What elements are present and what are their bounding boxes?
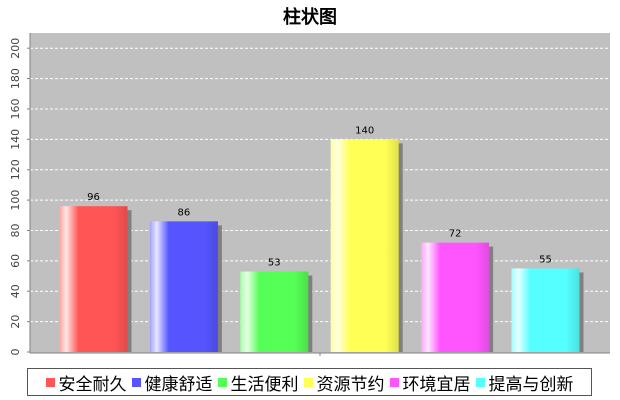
legend-swatch — [389, 377, 399, 387]
legend-item: 生活便利 — [217, 370, 299, 395]
y-tick-label: 40 — [9, 284, 22, 298]
legend-swatch — [475, 377, 485, 387]
legend-item: 安全耐久 — [45, 370, 127, 395]
data-label: 53 — [268, 257, 281, 268]
legend-swatch — [45, 377, 55, 387]
legend-swatch — [217, 377, 227, 387]
legend-item: 提高与创新 — [475, 370, 574, 395]
y-tick-label: 140 — [9, 129, 22, 150]
y-tick-label: 120 — [9, 159, 22, 180]
bar — [59, 206, 128, 352]
legend-label: 资源节约 — [316, 374, 385, 395]
legend-label: 环境宜居 — [402, 374, 471, 395]
bar — [421, 242, 490, 352]
bar — [240, 271, 309, 352]
y-tick-label: 20 — [9, 315, 22, 329]
data-label: 55 — [539, 254, 552, 265]
data-label: 72 — [449, 229, 462, 240]
legend-label: 提高与创新 — [488, 374, 574, 395]
data-label: 140 — [355, 125, 374, 136]
y-tick-label: 0 — [9, 349, 22, 356]
legend-item: 资源节约 — [303, 370, 385, 395]
y-tick-label: 160 — [9, 98, 22, 119]
y-tick-label: 100 — [9, 190, 22, 211]
legend-item: 健康舒适 — [131, 370, 213, 395]
legend-label: 安全耐久 — [58, 374, 127, 395]
legend: 安全耐久 健康舒适 生活便利 资源节约 环境宜居 提高与创新 — [27, 368, 592, 396]
bar — [330, 139, 399, 352]
bar — [511, 268, 580, 352]
legend-swatch — [303, 377, 313, 387]
legend-label: 健康舒适 — [144, 374, 213, 395]
data-label: 86 — [178, 207, 191, 218]
y-tick-label: 180 — [9, 68, 22, 89]
legend-item: 环境宜居 — [389, 370, 471, 395]
bar — [149, 221, 218, 352]
data-label: 96 — [87, 192, 100, 203]
legend-label: 生活便利 — [230, 374, 299, 395]
y-tick-label: 60 — [9, 254, 22, 268]
legend-swatch — [131, 377, 141, 387]
chart-title: 柱状图 — [283, 7, 337, 28]
y-tick-label: 80 — [9, 223, 22, 237]
y-tick-label: 200 — [9, 38, 22, 59]
